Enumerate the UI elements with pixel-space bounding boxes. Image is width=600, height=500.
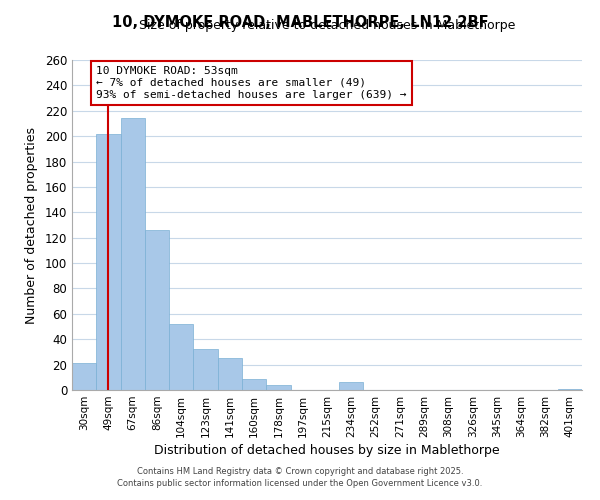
Bar: [242, 378, 266, 390]
Bar: [121, 118, 145, 390]
Title: Size of property relative to detached houses in Mablethorpe: Size of property relative to detached ho…: [139, 20, 515, 32]
Text: Contains HM Land Registry data © Crown copyright and database right 2025.
Contai: Contains HM Land Registry data © Crown c…: [118, 466, 482, 487]
Text: 10, DYMOKE ROAD, MABLETHORPE, LN12 2BF: 10, DYMOKE ROAD, MABLETHORPE, LN12 2BF: [112, 15, 488, 30]
Y-axis label: Number of detached properties: Number of detached properties: [25, 126, 38, 324]
Bar: [96, 134, 121, 390]
X-axis label: Distribution of detached houses by size in Mablethorpe: Distribution of detached houses by size …: [154, 444, 500, 457]
Bar: [169, 324, 193, 390]
Bar: [218, 358, 242, 390]
Bar: [193, 350, 218, 390]
Bar: [339, 382, 364, 390]
Bar: [72, 364, 96, 390]
Bar: [145, 230, 169, 390]
Bar: [266, 385, 290, 390]
Bar: [558, 388, 582, 390]
Text: 10 DYMOKE ROAD: 53sqm
← 7% of detached houses are smaller (49)
93% of semi-detac: 10 DYMOKE ROAD: 53sqm ← 7% of detached h…: [96, 66, 407, 100]
